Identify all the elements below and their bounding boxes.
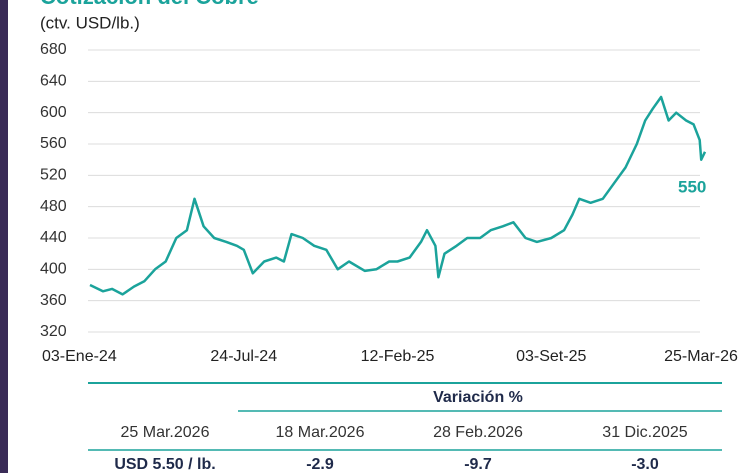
y-tick-label: 680 xyxy=(40,41,67,58)
side-strip xyxy=(0,0,8,473)
y-tick-label: 600 xyxy=(40,104,67,121)
price-line xyxy=(89,95,707,296)
y-tick-label: 480 xyxy=(40,198,67,215)
table-column-header: 18 Mar.2026 xyxy=(276,424,365,441)
table-column-header: 28 Feb.2026 xyxy=(433,424,523,441)
end-value-label: 550 xyxy=(678,177,706,196)
y-tick-label: 520 xyxy=(40,167,67,184)
y-tick-label: 400 xyxy=(40,261,67,278)
x-tick-label: 12-Feb-25 xyxy=(361,348,435,365)
x-tick-label: 24-Jul-24 xyxy=(210,348,277,365)
y-tick-label: 440 xyxy=(40,229,67,246)
table-cell: -2.9 xyxy=(306,456,334,473)
y-tick-label: 640 xyxy=(40,73,67,90)
table-column-header: 25 Mar.2026 xyxy=(121,424,210,441)
table-cell: -9.7 xyxy=(464,456,492,473)
x-tick-label: 03-Ene-24 xyxy=(42,348,117,365)
chart-subtitle: (ctv. USD/lb.) xyxy=(40,13,140,32)
y-tick-label: 320 xyxy=(40,323,67,340)
table-group-header: Variación % xyxy=(433,389,523,406)
x-tick-label: 03-Set-25 xyxy=(516,348,586,365)
y-tick-label: 360 xyxy=(40,292,67,309)
x-tick-label: 25-Mar-26 xyxy=(664,348,738,365)
y-tick-label: 560 xyxy=(40,135,67,152)
table-cell: USD 5.50 / lb. xyxy=(114,456,215,473)
table-column-header: 31 Dic.2025 xyxy=(602,424,687,441)
table-cell: -3.0 xyxy=(631,456,659,473)
chart-title: Cotización del Cobre xyxy=(40,0,259,9)
